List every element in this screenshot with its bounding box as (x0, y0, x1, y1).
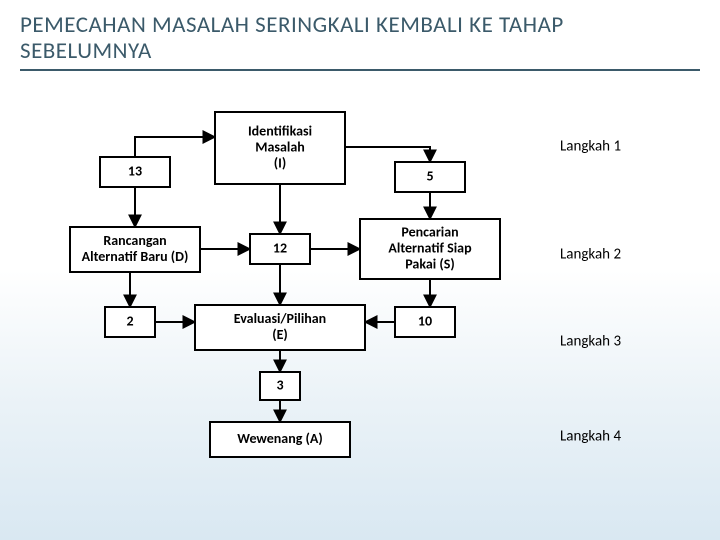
edge (345, 147, 430, 162)
node-n10: 10 (395, 307, 455, 337)
node-n13-label: 13 (128, 162, 142, 179)
node-I-label: Identifikasi (248, 122, 312, 139)
node-E: Evaluasi/Pilihan(E) (195, 305, 365, 350)
node-A: Wewenang (A) (210, 422, 350, 457)
step-annotation-3: Langkah 3 (560, 332, 621, 350)
node-E-label: (E) (272, 326, 288, 343)
node-S-label: Pakai (S) (405, 255, 455, 272)
node-E-label: Evaluasi/Pilihan (234, 310, 326, 327)
node-n2-label: 2 (126, 312, 133, 329)
node-I-label: (I) (274, 154, 286, 171)
node-I: IdentifikasiMasalah(I) (215, 112, 345, 184)
node-D-label: Alternatif Baru (D) (82, 248, 189, 265)
node-n12-label: 12 (273, 239, 287, 256)
annotations-layer: Langkah 1 Langkah 2 Langkah 3 Langkah 4 (560, 137, 621, 445)
page-title: PEMECAHAN MASALAH SERINGKALI KEMBALI KE … (20, 12, 700, 65)
node-A-label: Wewenang (A) (237, 430, 322, 447)
node-S: PencarianAlternatif SiapPakai (S) (360, 219, 500, 279)
step-annotation-2: Langkah 2 (560, 245, 621, 263)
node-n12: 12 (250, 234, 310, 264)
node-D: RancanganAlternatif Baru (D) (70, 227, 200, 272)
node-n5-label: 5 (426, 167, 433, 184)
node-I-label: Masalah (255, 138, 305, 155)
node-n2: 2 (105, 307, 155, 337)
nodes-layer: IdentifikasiMasalah(I)135RancanganAltern… (70, 112, 500, 457)
title-underline (20, 69, 700, 71)
title-area: PEMECAHAN MASALAH SERINGKALI KEMBALI KE … (0, 0, 720, 77)
node-n3: 3 (260, 372, 300, 400)
flowchart: IdentifikasiMasalah(I)135RancanganAltern… (0, 77, 720, 537)
node-n10-label: 10 (418, 312, 432, 329)
node-S-label: Pencarian (401, 223, 458, 240)
step-annotation-1: Langkah 1 (560, 137, 621, 155)
node-n5: 5 (395, 162, 465, 192)
node-D-label: Rancangan (103, 232, 166, 249)
step-annotation-4: Langkah 4 (560, 427, 621, 445)
node-n3-label: 3 (276, 376, 283, 393)
node-S-label: Alternatif Siap (388, 239, 472, 256)
node-n13: 13 (100, 157, 170, 187)
edge (135, 137, 215, 157)
